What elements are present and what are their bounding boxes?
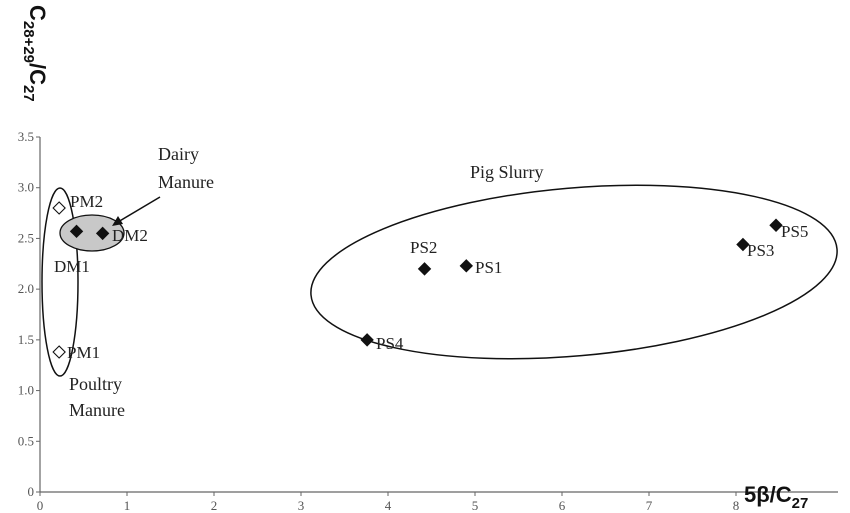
group-label-poultry-line2: Manure <box>69 400 125 420</box>
x-tick-label-6: 6 <box>559 498 566 513</box>
x-tick-label-5: 5 <box>472 498 479 513</box>
pig-slurry-ellipse <box>310 184 838 360</box>
y-axis-title-sub1: 28+29 <box>20 21 37 63</box>
y-ticks: 0 0.5 1.0 1.5 2.0 2.5 3.0 3.5 <box>18 129 40 499</box>
y-tick-label-0: 0 <box>28 484 35 499</box>
x-tick-label-2: 2 <box>211 498 218 513</box>
group-label-dairy-line2: Manure <box>158 172 214 192</box>
point-ps5 <box>769 218 783 232</box>
x-axis-title-main: 5β/C <box>744 482 792 507</box>
point-pm1 <box>52 345 66 359</box>
x-tick-label-8: 8 <box>733 498 740 513</box>
x-axis-title-sub: 27 <box>792 495 809 512</box>
dairy-arrow-head <box>112 216 123 226</box>
point-label-dm2: DM2 <box>112 226 148 245</box>
y-tick-label-4: 2.0 <box>18 281 34 296</box>
point-label-pm1: PM1 <box>67 343 100 362</box>
x-tick-label-1: 1 <box>124 498 131 513</box>
dairy-arrow <box>117 196 161 223</box>
point-label-ps1: PS1 <box>475 258 502 277</box>
y-axis-title-sub2: 27 <box>20 85 37 102</box>
x-tick-label-4: 4 <box>385 498 392 513</box>
y-tick-label-3: 1.5 <box>18 332 34 347</box>
y-axis-title: C28+29/C27 <box>20 5 50 102</box>
point-ps2 <box>417 262 432 276</box>
point-ps1 <box>459 259 474 273</box>
point-dm1 <box>69 224 84 239</box>
point-label-ps4: PS4 <box>376 334 404 353</box>
group-label-poultry-line1: Poultry <box>69 374 122 394</box>
data-points <box>52 201 783 359</box>
point-pm2 <box>52 201 66 215</box>
poultry-manure-ellipse <box>41 187 79 377</box>
y-tick-label-1: 0.5 <box>18 433 34 448</box>
y-tick-label-2: 1.0 <box>18 383 34 398</box>
point-label-ps3: PS3 <box>747 241 774 260</box>
point-dm2 <box>95 226 110 241</box>
y-axis-title-slash-c: /C <box>25 63 50 85</box>
x-tick-label-3: 3 <box>298 498 305 513</box>
x-tick-label-0: 0 <box>37 498 44 513</box>
point-label-ps5: PS5 <box>781 222 808 241</box>
group-label-pig-slurry: Pig Slurry <box>470 162 544 182</box>
group-label-dairy-line1: Dairy <box>158 144 199 164</box>
point-label-pm2: PM2 <box>70 192 103 211</box>
x-axis-title: 5β/C27 <box>744 482 808 512</box>
point-label-dm1: DM1 <box>54 257 90 276</box>
point-label-ps2: PS2 <box>410 238 437 257</box>
point-ps4 <box>360 333 374 347</box>
x-ticks: 0 1 2 3 4 5 6 7 8 <box>37 492 740 513</box>
y-tick-label-7: 3.5 <box>18 129 34 144</box>
y-tick-label-6: 3.0 <box>18 180 34 195</box>
dairy-manure-ellipse <box>59 214 125 252</box>
y-axis-title-c: C <box>25 5 50 21</box>
y-tick-label-5: 2.5 <box>18 230 34 245</box>
x-tick-label-7: 7 <box>646 498 653 513</box>
point-ps3 <box>736 237 750 252</box>
